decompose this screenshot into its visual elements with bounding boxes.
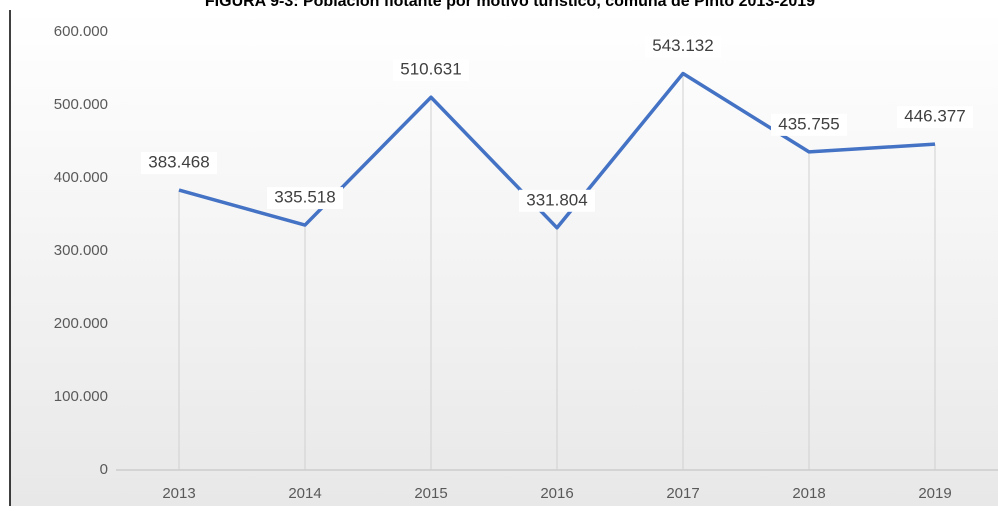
- data-label-background: [141, 152, 217, 175]
- data-label-background: [267, 187, 343, 210]
- x-tick-label: 2017: [666, 485, 699, 502]
- data-label-background: [771, 113, 847, 136]
- data-label: 435.755: [778, 114, 839, 133]
- data-label: 331.804: [526, 190, 587, 209]
- y-tick-label: 200.000: [54, 315, 108, 332]
- data-label-background: [897, 106, 973, 129]
- y-tick-label: 400.000: [54, 169, 108, 186]
- y-tick-label: 100.000: [54, 388, 108, 405]
- data-label: 335.518: [274, 188, 335, 207]
- x-tick-label: 2013: [162, 485, 195, 502]
- x-tick-label: 2014: [288, 485, 321, 502]
- data-label: 446.377: [904, 107, 965, 126]
- y-tick-label: 0: [100, 461, 108, 478]
- data-label-background: [393, 59, 469, 82]
- x-tick-label: 2019: [918, 485, 951, 502]
- data-label: 543.132: [652, 36, 713, 55]
- x-tick-label: 2018: [792, 485, 825, 502]
- data-line: [178, 71, 936, 230]
- chart-background: [10, 10, 998, 506]
- data-label-background: [645, 35, 721, 58]
- chart-title: FIGURA 9-3: Población flotante por motiv…: [205, 0, 815, 10]
- y-tick-label: 600.000: [54, 23, 108, 40]
- x-tick-label: 2015: [414, 485, 447, 502]
- data-label-background: [519, 189, 595, 212]
- x-tick-label: 2016: [540, 485, 573, 502]
- data-label: 510.631: [400, 60, 461, 79]
- data-label: 383.468: [148, 153, 209, 172]
- y-tick-label: 500.000: [54, 96, 108, 113]
- y-tick-label: 300.000: [54, 242, 108, 259]
